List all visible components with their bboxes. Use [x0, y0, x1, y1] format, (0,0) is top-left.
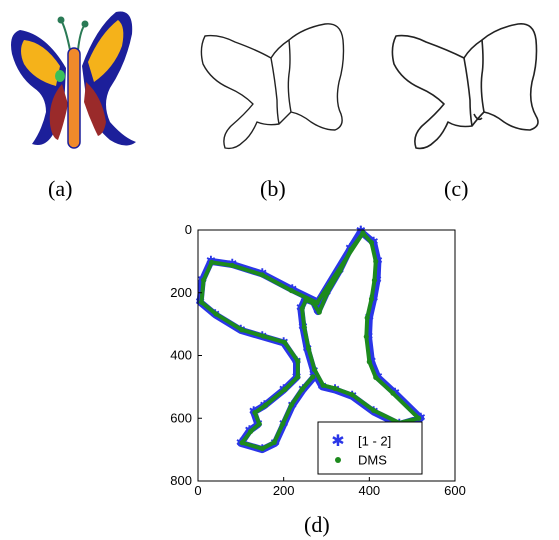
series-1-point-10	[415, 415, 422, 421]
series-1-point-35	[239, 327, 245, 333]
series-1-point-9	[390, 390, 396, 396]
legend-box	[317, 421, 423, 475]
series-1-point-15	[320, 382, 326, 388]
caption-d: (d)	[304, 512, 330, 537]
series-1-point-22	[316, 309, 322, 315]
series-1-point-38	[295, 358, 301, 364]
butterfly-contour-b	[195, 18, 360, 158]
chart-svg: ✱✱✱✱✱✱✱✱✱✱✱✱✱✱✱✱✱✱✱✱✱✱✱✱✱✱✱✱✱✱✱✱✱✱✱✱✱✱✱✱…	[170, 222, 466, 498]
series-1-point-40	[282, 386, 288, 392]
series-1-point-16	[311, 367, 318, 373]
series-1-point-4	[368, 296, 375, 302]
series-1-point-39	[295, 374, 301, 380]
legend: ✱ [1 - 2] DMS	[317, 421, 423, 475]
series-1-point-5	[364, 315, 370, 321]
x-tick-label-1: 200	[273, 483, 295, 498]
series-1-point-14	[332, 385, 338, 392]
series-1-point-42	[252, 410, 258, 416]
series-1-point-29	[259, 272, 265, 278]
caption-b: (b)	[260, 176, 286, 201]
series-1-point-36	[260, 333, 266, 339]
legend-marker-asterisk: ✱	[331, 433, 344, 450]
series-1-point-31	[209, 259, 215, 265]
series-1-point-18	[301, 324, 307, 330]
series-1-point-44	[248, 428, 254, 435]
caption-a: (a)	[48, 176, 73, 201]
series-1-point-13	[349, 392, 355, 398]
series-1-point-28	[288, 287, 294, 294]
series-1-point-24	[337, 268, 343, 274]
series-1-point-26	[360, 230, 366, 236]
series-1-point-50	[299, 386, 305, 392]
contour-scatter-chart: ✱✱✱✱✱✱✱✱✱✱✱✱✱✱✱✱✱✱✱✱✱✱✱✱✱✱✱✱✱✱✱✱✱✱✱✱✱✱✱✱…	[150, 218, 470, 508]
series-1-point-19	[299, 305, 305, 312]
butterfly-contour-c	[386, 18, 554, 158]
series-1-point-3	[371, 277, 378, 283]
series-0-point-3: ✱	[372, 272, 382, 286]
series-1-point-32	[200, 277, 207, 283]
y-tick-label-3: 600	[170, 410, 192, 425]
series-1-point-27	[314, 300, 320, 306]
series-1-point-17	[305, 345, 312, 352]
legend-label-1-2: [1 - 2]	[358, 433, 391, 448]
y-tick-label-2: 400	[170, 348, 192, 363]
series-1-point-20	[303, 297, 309, 303]
series-1-point-46	[259, 446, 265, 452]
series-1-point-49	[288, 402, 294, 408]
x-tick-label-3: 600	[444, 483, 466, 498]
series-1-point-2	[373, 258, 379, 264]
series-1-point-37	[281, 339, 288, 345]
series-1-point-7	[366, 359, 372, 365]
series-1-point-47	[271, 439, 277, 446]
series-1-point-41	[263, 402, 269, 408]
y-tick-label-0: 0	[185, 222, 192, 237]
x-tick-label-0: 0	[194, 483, 201, 498]
y-tick-label-1: 200	[170, 285, 192, 300]
series-1-point-34	[213, 311, 219, 317]
series-1-point-1	[368, 239, 375, 246]
series-1-point-25	[348, 246, 354, 253]
butterfly-color-image	[6, 4, 144, 156]
series-1-point-43	[256, 421, 262, 427]
series-1-point-33	[198, 299, 205, 305]
series-1-point-48	[280, 421, 286, 427]
series-1-point-12	[371, 407, 377, 414]
series-0-point-26: ✱	[356, 224, 366, 238]
series-1-point-21	[310, 300, 316, 306]
y-tick-label-4: 800	[170, 473, 192, 488]
series-1-point-51	[310, 374, 316, 380]
legend-label-dms: DMS	[358, 452, 387, 467]
caption-c: (c)	[444, 176, 469, 201]
series-1-point-6	[363, 334, 369, 340]
series-0-point-0: ✱	[356, 224, 366, 238]
series-1-point-23	[324, 290, 330, 296]
series-1-point-45	[239, 440, 245, 446]
series-1-point-30	[229, 262, 235, 269]
x-tick-label-2: 400	[358, 483, 380, 498]
series-1-point-8	[373, 374, 379, 381]
series-line-1	[199, 231, 421, 451]
legend-marker-dot	[335, 457, 341, 463]
